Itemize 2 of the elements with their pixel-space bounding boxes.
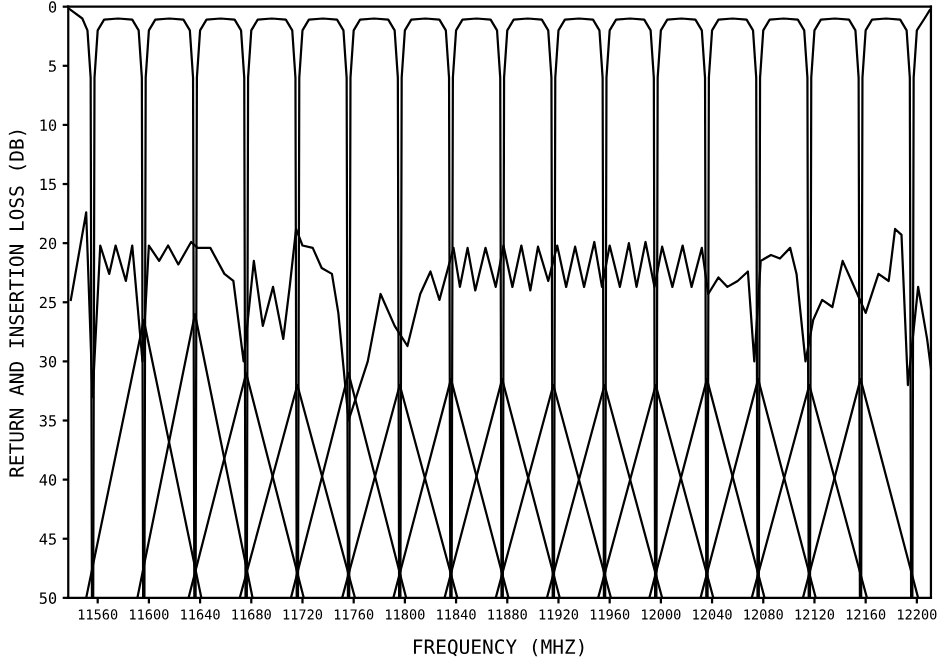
y-axis-title: RETURN AND INSERTION LOSS (DB)	[8, 130, 27, 477]
x-axis-title: FREQUENCY (MHZ)	[414, 639, 584, 657]
